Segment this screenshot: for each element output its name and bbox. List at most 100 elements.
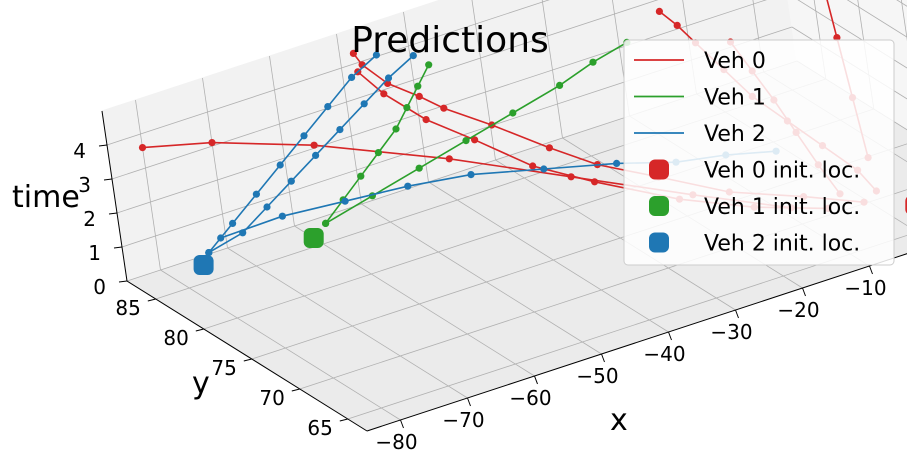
z-axis-ticks: 0 1 2 3 4: [73, 139, 128, 299]
legend-label: Veh 2: [704, 122, 766, 147]
z-axis-title: time: [12, 180, 80, 215]
grid-line-z-back: [106, 0, 550, 146]
x-axis-tick-label: −70: [442, 408, 484, 432]
legend-entry: Veh 1: [634, 86, 766, 111]
x-axis-tick: [534, 375, 538, 385]
grid-line-y-floor: [347, 234, 907, 420]
legend-entry: Veh 0 init. loc.: [649, 159, 860, 184]
y-axis-tick-label: 80: [163, 326, 188, 350]
trajectory-point: [374, 149, 382, 157]
grid-line-x-floor: [495, 159, 736, 311]
axis-lines: [101, 110, 907, 432]
x-axis-tick-label: −20: [777, 298, 819, 322]
trajectory-point: [312, 151, 320, 159]
grid-line-x-floor: [361, 203, 602, 355]
grid-line-x-back: [202, 77, 228, 249]
grid-line-z-side: [797, 0, 907, 69]
x-axis-tick: [668, 331, 672, 341]
trajectory-point: [403, 104, 411, 112]
trajectory-point: [322, 219, 330, 227]
y-axis-tick: [339, 418, 348, 422]
trajectory-point: [556, 81, 564, 89]
trajectory-point: [287, 177, 295, 185]
trajectory-point: [300, 132, 308, 140]
legend-marker-swatch: [649, 196, 669, 216]
trajectory-point: [208, 139, 216, 147]
trajectory-point: [324, 103, 332, 111]
legend-entry: Veh 2 init. loc.: [649, 232, 860, 257]
trajectory-point: [509, 109, 517, 117]
trajectory-point: [613, 159, 621, 167]
legend-label: Veh 1: [704, 86, 766, 111]
grid-line-x-back: [135, 99, 161, 271]
z-axis-tick-label: 3: [78, 173, 91, 197]
z-axis-tick: [108, 212, 118, 215]
trajectory-point: [673, 21, 681, 29]
y-axis-tick-label: 85: [115, 296, 140, 320]
trajectory-point: [415, 92, 423, 100]
grid-line-x-floor: [294, 225, 535, 377]
legend: Veh 0 Veh 1 Veh 2 Veh 0 init. loc. Veh 1 ini…: [623, 39, 895, 266]
trajectory-point: [414, 82, 422, 90]
x-axis-tick-label: −50: [576, 364, 618, 388]
legend-label: Veh 1 init. loc.: [704, 195, 860, 220]
init-loc-marker-veh-1: [303, 228, 324, 248]
x-axis-title: x: [610, 403, 628, 438]
legend-label: Veh 0 init. loc.: [704, 159, 860, 184]
trajectory-point: [655, 7, 664, 15]
x-axis-tick: [467, 397, 471, 407]
trajectory-point: [409, 52, 417, 60]
trajectory-point: [567, 173, 575, 181]
trajectory-point: [263, 203, 271, 211]
legend-entry: Veh 0: [634, 49, 766, 74]
legend-label: Veh 2 init. loc.: [704, 232, 860, 257]
y-axis-tick-label: 65: [307, 416, 332, 440]
trajectory-point: [471, 136, 479, 144]
trajectory-point: [278, 212, 286, 220]
y-axis-ticks: 65 70 75 80 85: [115, 296, 348, 440]
x-axis-tick: [735, 309, 739, 319]
trajectory-point: [348, 73, 356, 81]
x-axis-line: [366, 253, 907, 432]
y-axis-tick-label: 70: [259, 386, 284, 410]
z-axis-tick-label: 2: [83, 207, 96, 231]
x-axis-tick: [601, 353, 605, 363]
legend-frame: [623, 39, 895, 266]
grid-line-x-floor: [428, 181, 669, 333]
series-veh-2: [205, 51, 380, 257]
trajectory-point: [833, 34, 841, 42]
y-axis-tick: [195, 328, 204, 332]
x-axis-tick: [400, 419, 404, 429]
init-loc-marker-veh-2: [193, 255, 214, 275]
trajectory-point: [349, 49, 357, 58]
legend-label: Veh 0: [704, 49, 766, 74]
trajectory-line: [208, 54, 377, 254]
grid-line-x-back: [541, 0, 563, 139]
trajectory-point: [404, 182, 412, 190]
grid-line-z-side: [846, 0, 907, 38]
legend-entry: Veh 1 init. loc.: [649, 195, 860, 220]
trajectory-point: [310, 141, 318, 149]
trajectory-point: [138, 144, 147, 152]
z-axis-tick-label: 0: [93, 275, 106, 299]
y-axis-title: y: [192, 366, 210, 401]
trajectory-point: [415, 164, 423, 172]
trajectory-point: [384, 74, 393, 82]
trajectory-line: [324, 64, 430, 224]
x-axis-tick-label: −30: [710, 320, 752, 344]
z-axis-tick: [118, 280, 128, 283]
trajectory-point: [276, 161, 284, 169]
trajectory-point: [357, 172, 365, 180]
trajectory-point: [372, 51, 380, 59]
z-axis-tick: [103, 178, 113, 181]
x-axis-tick-label: −60: [509, 386, 551, 410]
legend-entry: Veh 2: [634, 122, 766, 147]
trajectory-point: [205, 249, 213, 257]
y-axis-tick: [291, 388, 300, 392]
trajectory-point: [589, 58, 597, 66]
grid-line-x-back: [471, 0, 496, 161]
trajectory-point: [360, 100, 368, 108]
trajectory-point: [422, 116, 430, 124]
trajectory-line: [325, 41, 628, 225]
